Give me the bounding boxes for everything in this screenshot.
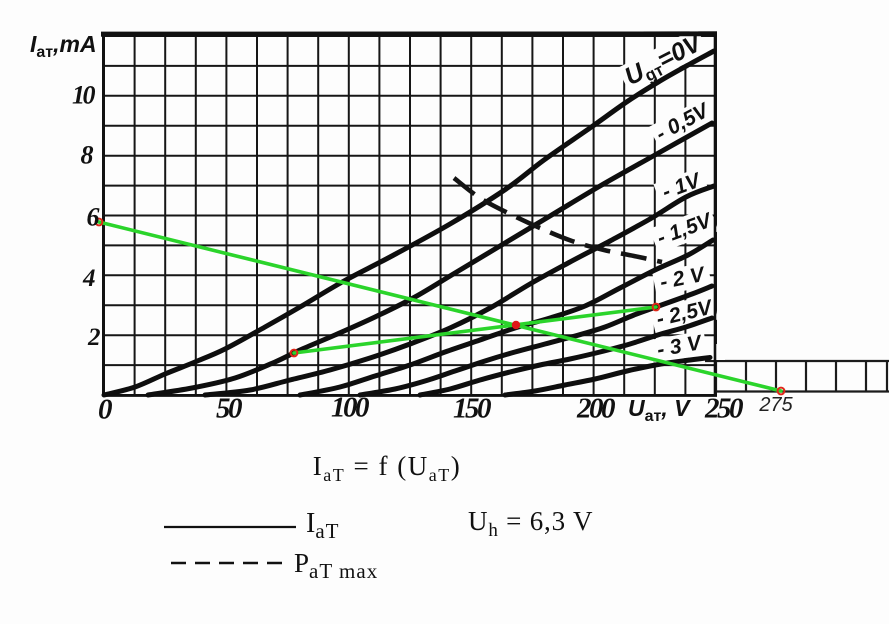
- svg-text:275: 275: [758, 394, 793, 416]
- svg-text:0: 0: [98, 394, 112, 426]
- svg-text:50: 50: [216, 393, 242, 425]
- svg-text:100: 100: [331, 392, 369, 424]
- svg-text:250: 250: [704, 393, 743, 425]
- svg-text:10: 10: [72, 81, 96, 110]
- svg-text:200: 200: [576, 393, 615, 425]
- svg-text:150: 150: [453, 393, 491, 425]
- svg-text:Uh = 6,3 V: Uh = 6,3 V: [468, 506, 593, 541]
